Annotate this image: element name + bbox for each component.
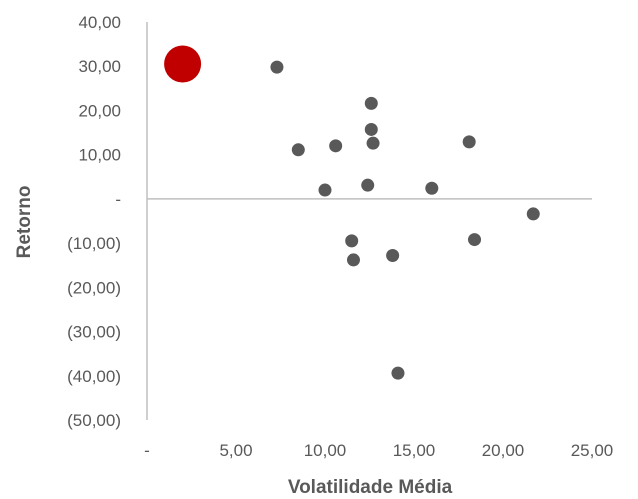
y-tick-label: 10,00 [78,146,121,165]
data-point [329,139,343,153]
x-axis-title: Volatilidade Média [288,477,453,498]
highlighted-data-point [164,45,202,83]
y-tick-label: 40,00 [78,13,121,32]
data-point [366,136,380,150]
y-tick-label: (50,00) [67,411,121,430]
x-tick-label: 5,00 [219,441,252,460]
data-point [425,181,439,195]
data-points [164,45,540,380]
data-point [386,248,400,262]
x-tick-label: 25,00 [571,441,614,460]
data-point [270,60,284,74]
data-point [364,96,378,110]
data-point [361,178,375,192]
y-tick-label: (30,00) [67,323,121,342]
x-tick-label: - [144,441,150,460]
y-tick-label: 20,00 [78,101,121,120]
data-point [468,233,482,247]
y-axis-title: Retorno [14,186,35,259]
x-tick-labels: - 5,00 10,00 15,00 20,00 25,00 [144,441,613,460]
y-tick-label: (10,00) [67,234,121,253]
data-point [364,122,378,136]
data-point [462,135,476,149]
y-tick-labels: 40,00 30,00 20,00 10,00 - (10,00) (20,00) (30,0… [67,13,121,430]
y-tick-label: (40,00) [67,367,121,386]
x-tick-label: 20,00 [482,441,525,460]
x-tick-label: 10,00 [304,441,347,460]
data-point [291,143,305,157]
y-tick-label: 30,00 [78,57,121,76]
data-point [346,253,360,267]
y-tick-label: - [115,190,121,209]
data-point [345,234,359,248]
y-tick-label: (20,00) [67,278,121,297]
data-point [318,183,332,197]
axes [146,22,592,420]
data-point [526,207,540,221]
x-tick-label: 15,00 [393,441,436,460]
data-point [391,366,405,380]
